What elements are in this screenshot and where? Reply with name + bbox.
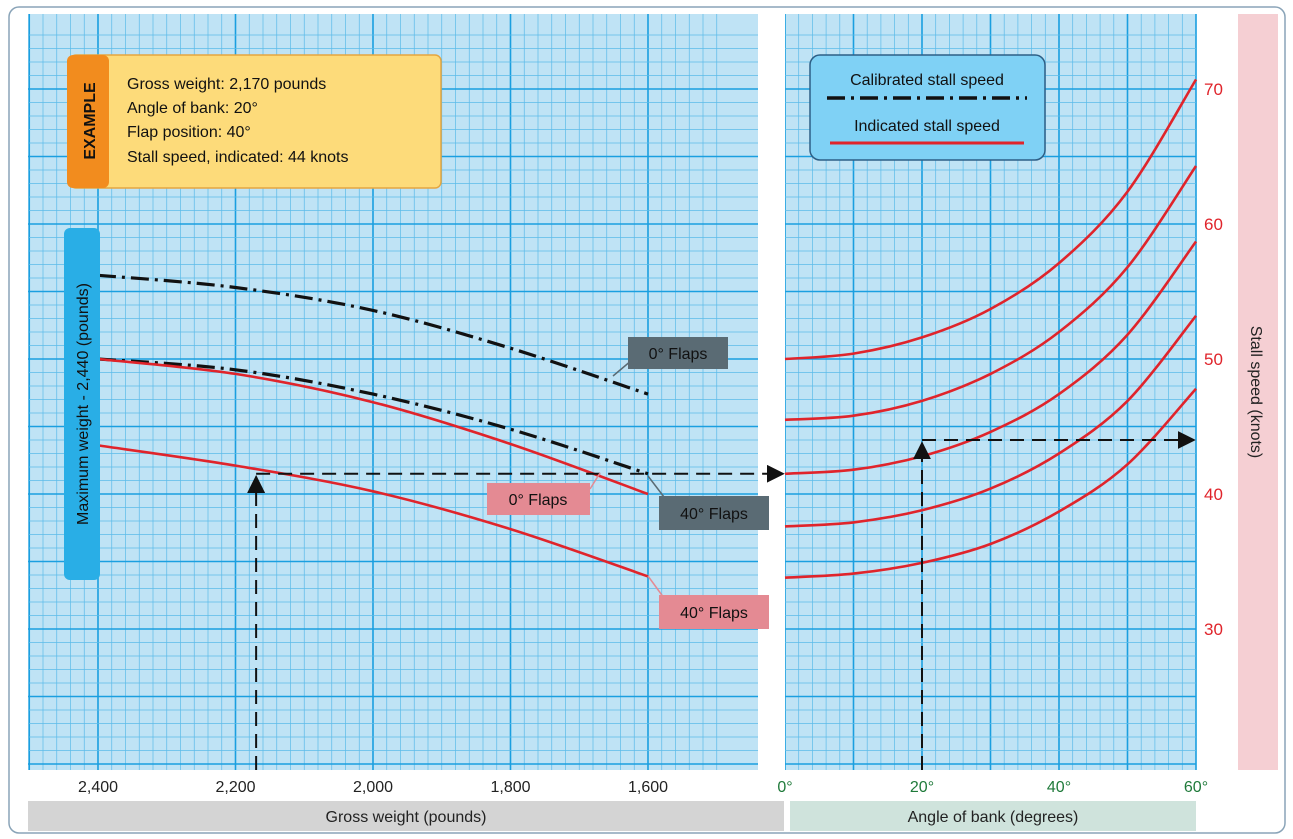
example-tag: EXAMPLE — [82, 82, 99, 160]
x-axis-title-left-bar — [28, 801, 784, 831]
curve-label-ind-40-bg — [659, 595, 769, 629]
bank-series-indicated-1 — [784, 165, 1198, 422]
x-tick-weight-0: 2,400 — [78, 779, 118, 796]
curve-label-ind-40: 40° Flaps — [659, 595, 769, 629]
x-tick-weight-2: 2,000 — [353, 779, 393, 796]
example-line-stall-speed: Stall speed, indicated: 44 knots — [127, 149, 348, 166]
bank-series-indicated-3 — [784, 314, 1198, 528]
curve-label-cal-0-text: 0° Flaps — [649, 346, 708, 363]
leader-cal-40 — [647, 475, 665, 498]
curve-label-ind-0: 0° Flaps — [487, 483, 590, 515]
leader-ind-40 — [647, 575, 665, 599]
x-axis-title-right-bar — [790, 801, 1196, 831]
y-tick-0: 30 — [1204, 620, 1223, 639]
example-line-gross-weight: Gross weight: 2,170 pounds — [127, 76, 326, 93]
bank-series-indicated-2 — [784, 240, 1198, 476]
leader-cal-0 — [612, 359, 633, 377]
curve-label-cal-40-bg — [659, 496, 769, 530]
x-tick-bank-1: 20° — [910, 779, 934, 796]
curve-label-cal-40: 40° Flaps — [659, 496, 769, 530]
tick-labels: 2,400 2,200 2,000 1,800 1,600 0° 20° 40° 60° 30 40… — [78, 80, 1223, 796]
y-tick-3: 60 — [1204, 215, 1223, 234]
example-path — [247, 431, 1196, 770]
x-tick-weight-3: 1,800 — [490, 779, 530, 796]
legend-indicated-label: Indicated stall speed — [854, 118, 1000, 135]
gw-series-calibrated-0 — [97, 273, 649, 396]
stall-speed-band — [1238, 14, 1278, 770]
gw-series-calibrated-1 — [97, 357, 649, 476]
example-box-background — [69, 54, 442, 189]
example-box: EXAMPLE Gross weight: 2,170 pounds Angle… — [67, 54, 442, 189]
max-weight-label: Maximum weight - 2,440 (pounds) — [75, 283, 92, 525]
curve-label-cal-40-text: 40° Flaps — [680, 506, 748, 523]
gw-series-indicated-3 — [97, 444, 649, 578]
x-axis-title-right: Angle of bank (degrees) — [908, 809, 1079, 826]
x-axis-title-left: Gross weight (pounds) — [326, 809, 487, 826]
x-tick-bank-3: 60° — [1184, 779, 1208, 796]
legend-calibrated-label: Calibrated stall speed — [850, 72, 1004, 89]
panel-gap — [758, 14, 785, 770]
y-tick-1: 40 — [1204, 485, 1223, 504]
curve-label-ind-0-text: 0° Flaps — [509, 492, 568, 509]
y-tick-2: 50 — [1204, 350, 1223, 369]
y-tick-4: 70 — [1204, 80, 1223, 99]
curves — [97, 78, 1198, 579]
x-tick-weight-4: 1,600 — [628, 779, 668, 796]
example-tag-background — [67, 55, 109, 188]
y-axis-title: Stall speed (knots) — [1247, 326, 1264, 459]
max-weight-tag-background — [64, 228, 100, 580]
gw-series-indicated-2 — [97, 357, 649, 496]
bank-series-indicated-0 — [784, 78, 1198, 361]
curve-label-cal-0: 0° Flaps — [628, 337, 728, 369]
leader-ind-0 — [589, 472, 601, 490]
x-tick-bank-0: 0° — [777, 779, 792, 796]
x-tick-weight-1: 2,200 — [215, 779, 255, 796]
x-tick-bank-2: 40° — [1047, 779, 1071, 796]
max-weight-tag: Maximum weight - 2,440 (pounds) — [64, 228, 100, 580]
bank-series-indicated-4 — [784, 387, 1197, 579]
legend-background — [809, 54, 1046, 161]
curve-label-cal-0-bg — [628, 337, 728, 369]
example-line-flap-position: Flap position: 40° — [127, 124, 251, 141]
legend: Calibrated stall speed Indicated stall s… — [809, 54, 1046, 161]
curve-label-ind-40-text: 40° Flaps — [680, 605, 748, 622]
example-line-angle-of-bank: Angle of bank: 20° — [127, 100, 258, 117]
curve-label-ind-0-bg — [487, 483, 590, 515]
